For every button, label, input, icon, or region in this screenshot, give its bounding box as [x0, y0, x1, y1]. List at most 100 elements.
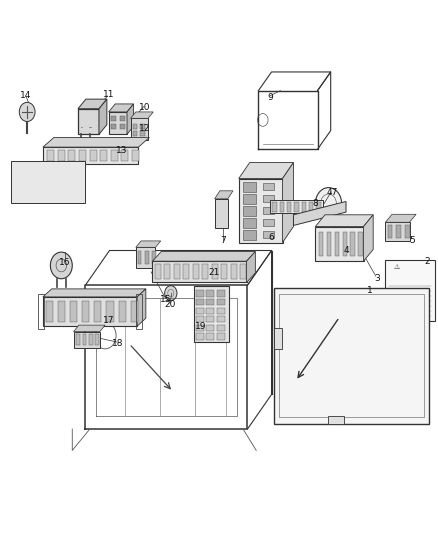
Bar [302, 202, 306, 212]
Polygon shape [127, 104, 134, 134]
Polygon shape [131, 112, 153, 118]
Bar [196, 308, 204, 314]
Bar [196, 325, 204, 331]
Circle shape [50, 252, 72, 279]
Bar [315, 227, 364, 261]
Circle shape [55, 166, 64, 177]
Bar [131, 118, 148, 140]
Bar [133, 124, 137, 129]
Text: 3: 3 [374, 274, 380, 282]
Bar [263, 220, 274, 226]
Bar [243, 219, 256, 228]
Bar [164, 264, 170, 279]
Bar [138, 251, 141, 264]
Bar [47, 150, 54, 161]
Bar [287, 202, 291, 212]
Bar [11, 161, 85, 203]
Text: 11: 11 [103, 91, 114, 99]
Bar [76, 334, 80, 345]
Text: 20: 20 [164, 301, 176, 309]
Polygon shape [215, 191, 233, 199]
Bar [74, 332, 100, 348]
Bar [173, 264, 180, 279]
Text: 15: 15 [160, 295, 171, 304]
Bar [106, 301, 113, 322]
Text: 2: 2 [424, 257, 430, 265]
Bar [230, 264, 237, 279]
Polygon shape [99, 99, 107, 134]
Bar [58, 301, 65, 322]
Text: 8: 8 [312, 199, 318, 208]
Bar [196, 316, 204, 322]
Bar [58, 150, 65, 161]
Bar [206, 325, 214, 331]
Bar [217, 325, 225, 331]
Polygon shape [315, 215, 373, 227]
Circle shape [68, 187, 77, 197]
Bar [68, 150, 75, 161]
Bar [343, 232, 347, 256]
Bar [155, 264, 161, 279]
Text: ⚠: ⚠ [393, 264, 399, 270]
Circle shape [42, 187, 50, 197]
Text: 47: 47 [326, 189, 338, 197]
Bar [43, 147, 138, 164]
Bar [152, 261, 247, 282]
Bar [212, 264, 218, 279]
Circle shape [55, 187, 64, 197]
Bar [294, 202, 299, 212]
Bar [221, 264, 227, 279]
Bar [206, 308, 214, 314]
Bar [279, 294, 424, 417]
Bar [385, 222, 410, 241]
Bar [111, 116, 116, 121]
Bar [243, 206, 256, 216]
Bar [217, 290, 225, 297]
Bar [263, 195, 274, 201]
Circle shape [28, 166, 37, 177]
Bar [183, 264, 189, 279]
Bar [111, 124, 116, 129]
Bar [100, 150, 107, 161]
Polygon shape [137, 289, 146, 326]
Bar [194, 286, 229, 342]
Bar [206, 333, 214, 340]
Bar [109, 112, 127, 134]
Text: 17: 17 [103, 317, 114, 325]
Text: 10: 10 [139, 103, 150, 112]
Bar [263, 183, 274, 190]
Text: 5: 5 [409, 237, 415, 245]
Polygon shape [78, 99, 107, 109]
Bar [217, 316, 225, 322]
Bar [196, 290, 204, 297]
Circle shape [94, 307, 101, 316]
Bar [280, 202, 284, 212]
Bar [316, 202, 321, 212]
Bar [46, 301, 53, 322]
Bar [240, 264, 246, 279]
Circle shape [61, 307, 68, 316]
Circle shape [110, 307, 117, 316]
Bar [206, 299, 214, 305]
Text: 12: 12 [139, 125, 150, 133]
Bar [152, 251, 156, 264]
Text: 19: 19 [195, 322, 206, 330]
Bar [327, 232, 331, 256]
Text: 6: 6 [268, 233, 275, 241]
Bar [140, 124, 145, 129]
Circle shape [28, 187, 37, 197]
Text: 18: 18 [112, 340, 123, 348]
Polygon shape [293, 201, 346, 225]
Polygon shape [109, 104, 134, 112]
Text: 4: 4 [343, 246, 349, 255]
Bar [132, 150, 139, 161]
Text: 9: 9 [268, 93, 274, 101]
Bar [350, 232, 355, 256]
Bar [217, 333, 225, 340]
Circle shape [19, 102, 35, 122]
Circle shape [45, 307, 52, 316]
Bar [95, 334, 99, 345]
Polygon shape [283, 163, 293, 243]
Text: 16: 16 [59, 258, 71, 266]
Polygon shape [43, 138, 149, 147]
